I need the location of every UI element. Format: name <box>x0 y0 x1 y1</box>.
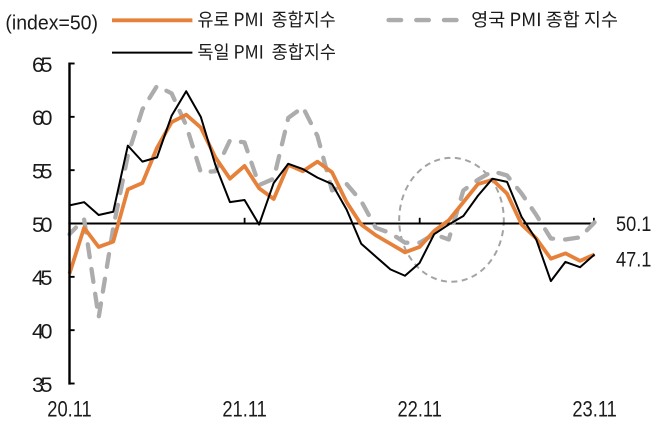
svg-text:60: 60 <box>32 106 53 130</box>
svg-text:23.11: 23.11 <box>572 397 617 422</box>
svg-text:50: 50 <box>32 213 53 237</box>
svg-text:65: 65 <box>32 53 53 77</box>
svg-text:22.11: 22.11 <box>397 397 442 422</box>
svg-text:45: 45 <box>32 266 53 290</box>
svg-text:55: 55 <box>32 160 53 184</box>
svg-text:47.1: 47.1 <box>616 248 651 271</box>
svg-text:20.11: 20.11 <box>47 397 92 422</box>
svg-text:(index=50): (index=50) <box>5 11 98 34</box>
svg-text:35: 35 <box>32 373 53 397</box>
svg-text:40: 40 <box>32 320 53 344</box>
svg-text:21.11: 21.11 <box>222 397 267 422</box>
svg-text:50.1: 50.1 <box>616 213 651 236</box>
